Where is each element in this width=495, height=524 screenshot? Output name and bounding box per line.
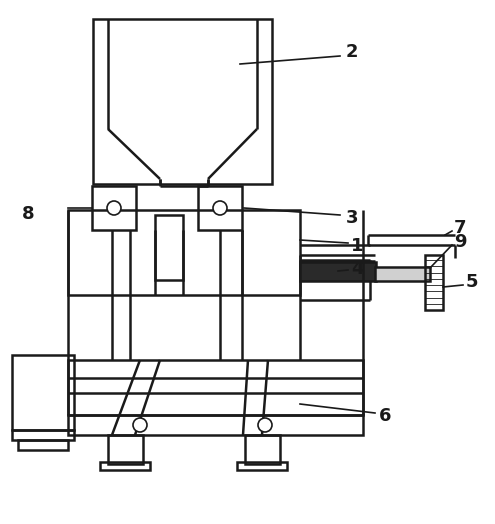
Text: 4: 4 xyxy=(351,260,363,278)
Circle shape xyxy=(107,201,121,215)
Circle shape xyxy=(133,418,147,432)
Text: 8: 8 xyxy=(22,205,34,223)
Text: 5: 5 xyxy=(466,273,478,291)
Text: 3: 3 xyxy=(346,209,358,227)
Bar xyxy=(12,430,74,440)
Bar xyxy=(92,186,136,230)
Bar xyxy=(68,360,363,415)
Bar xyxy=(300,262,376,281)
Text: 1: 1 xyxy=(351,237,363,255)
Text: 9: 9 xyxy=(454,233,466,251)
Circle shape xyxy=(258,418,272,432)
Bar xyxy=(12,355,74,430)
Text: 6: 6 xyxy=(379,407,391,425)
Bar xyxy=(68,415,363,435)
Bar xyxy=(100,462,150,470)
Bar xyxy=(237,462,287,470)
Bar xyxy=(108,435,143,464)
Text: 2: 2 xyxy=(346,43,358,61)
Text: 7: 7 xyxy=(454,219,466,237)
Bar xyxy=(18,440,68,450)
Circle shape xyxy=(213,201,227,215)
Bar xyxy=(245,435,280,464)
Bar xyxy=(198,186,242,230)
Bar xyxy=(425,255,443,310)
Bar xyxy=(68,210,300,295)
Bar xyxy=(155,215,183,280)
Bar xyxy=(93,19,272,184)
Bar xyxy=(375,267,430,281)
